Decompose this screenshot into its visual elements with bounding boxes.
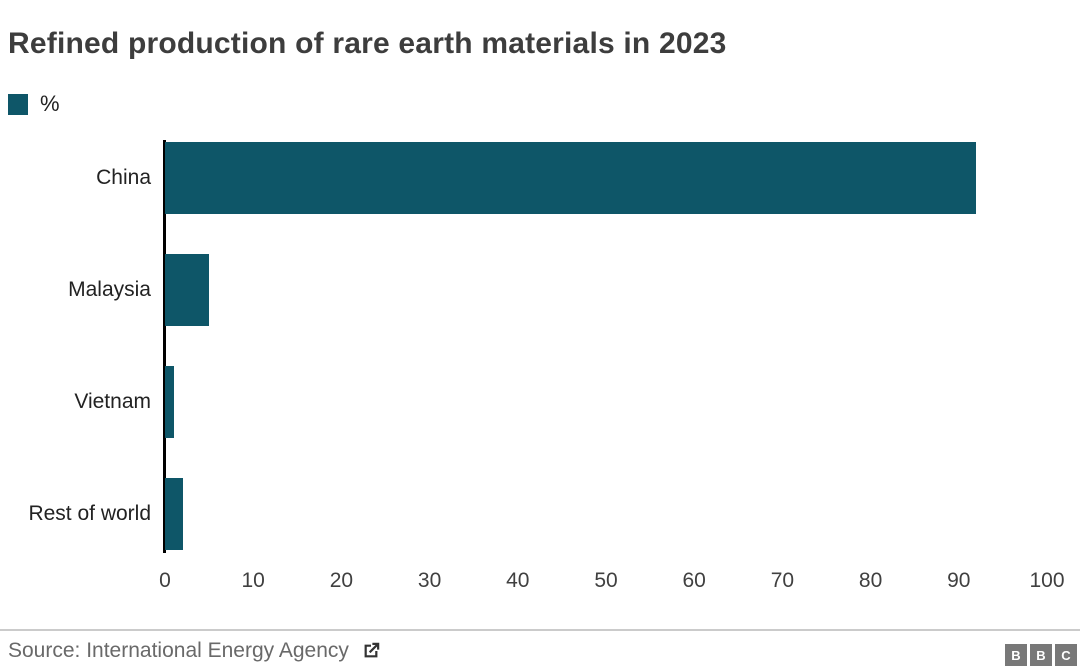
x-tick-label: 40 <box>506 569 530 592</box>
source-label: Source: International Energy Agency <box>8 639 349 662</box>
x-tick-label: 10 <box>241 569 265 592</box>
bar-row: Vietnam <box>74 366 1047 438</box>
x-tick-label: 20 <box>329 569 354 592</box>
category-label: Rest of world <box>28 502 151 525</box>
category-label: Vietnam <box>74 390 151 413</box>
source-link[interactable]: Source: International Energy Agency <box>8 639 382 663</box>
chart-title: Refined production of rare earth materia… <box>8 27 727 60</box>
bbc-logo-block: B <box>1005 644 1027 666</box>
bbc-logo: B B C <box>1005 644 1077 666</box>
bar-row: China <box>96 142 1047 214</box>
bbc-logo-block: C <box>1055 644 1077 666</box>
legend-label: % <box>40 91 60 116</box>
x-tick-label: 50 <box>594 569 618 592</box>
legend-swatch <box>8 93 28 115</box>
category-label: Malaysia <box>68 278 151 301</box>
footer-divider <box>0 629 1080 631</box>
external-link-icon <box>364 642 380 658</box>
x-tick-label: 100 <box>1029 569 1065 592</box>
bar-row: Malaysia <box>68 254 1047 326</box>
category-label: China <box>96 166 151 189</box>
x-tick-label: 70 <box>770 569 795 592</box>
x-tick-label: 30 <box>417 569 442 592</box>
x-tick-label: 90 <box>947 569 971 592</box>
x-tick-label: 60 <box>682 569 706 592</box>
x-tick-label: 0 <box>159 569 171 592</box>
legend: % <box>8 91 60 117</box>
bar-china <box>165 142 977 214</box>
bar-rest-of-world <box>165 478 183 550</box>
bar-malaysia <box>165 254 210 326</box>
x-axis-ticks: 0 10 20 30 40 50 60 70 80 90 100 <box>159 568 1064 594</box>
bar-row: Rest of world <box>28 478 1047 550</box>
bar-vietnam <box>165 366 174 438</box>
x-tick-label: 80 <box>858 569 883 592</box>
y-axis-line <box>163 140 166 553</box>
bbc-logo-block: B <box>1030 644 1052 666</box>
plot-area: China Malaysia Vietnam Rest of world 0 10 20 3… <box>28 140 1065 592</box>
